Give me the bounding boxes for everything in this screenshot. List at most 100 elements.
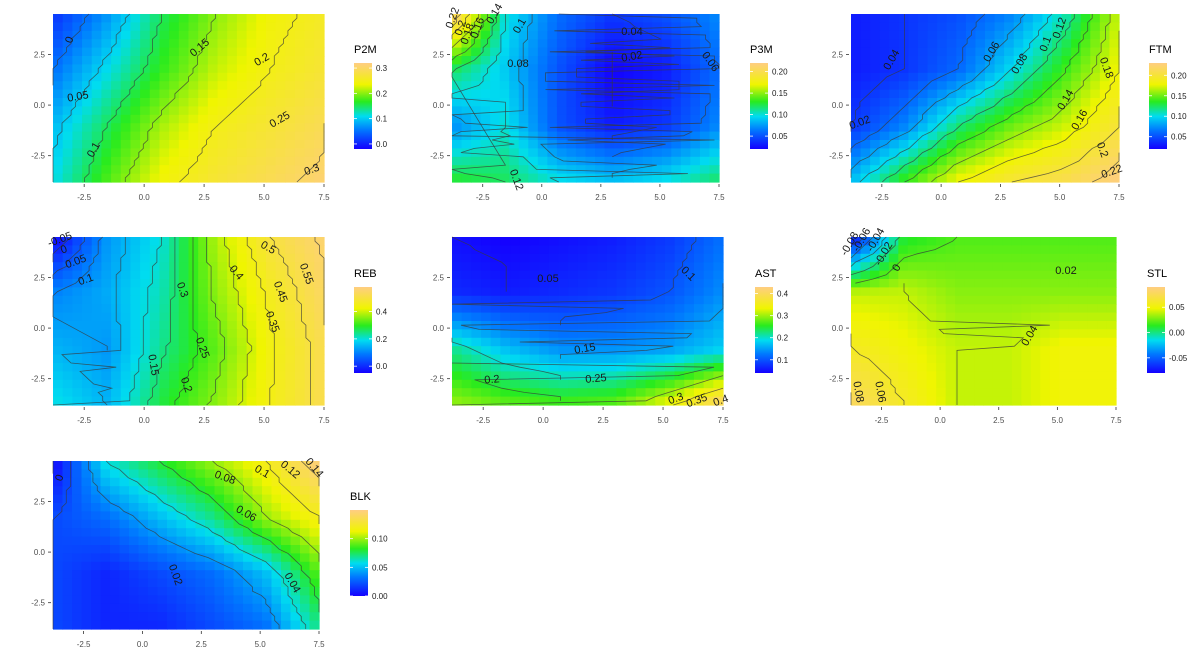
heatmap-cell: [956, 30, 967, 40]
heatmap-cell: [246, 321, 257, 330]
heatmap-cell: [314, 123, 325, 133]
heatmap-cell: [1002, 354, 1013, 364]
heatmap-cell: [285, 396, 296, 406]
heatmap-cell: [1059, 253, 1070, 263]
heatmap-cell: [870, 173, 881, 183]
heatmap-cell: [1042, 64, 1053, 74]
heatmap-cell: [159, 337, 170, 347]
heatmap-cell: [994, 148, 1005, 158]
heatmap-cell: [965, 39, 977, 49]
heatmap-cell: [300, 486, 311, 496]
heatmap-cell: [671, 148, 682, 158]
heatmap-cell: [860, 321, 871, 330]
heatmap-cell: [214, 519, 225, 529]
heatmap-cell: [236, 14, 248, 23]
heatmap-cell: [129, 587, 140, 596]
heatmap-cell: [91, 587, 102, 596]
heatmap-cell: [898, 22, 910, 32]
heatmap-cell: [965, 72, 977, 82]
heatmap-cell: [1021, 329, 1032, 339]
heatmap-cell: [214, 494, 225, 504]
heatmap-cell: [1109, 98, 1120, 107]
heatmap-cell: [53, 295, 64, 305]
heatmap-cell: [72, 620, 83, 630]
heatmap-cell: [519, 312, 531, 322]
heatmap-cell: [119, 578, 130, 588]
heatmap-cell: [130, 123, 141, 133]
heatmap-cell: [606, 270, 618, 280]
heatmap-cell: [606, 371, 618, 381]
heatmap-cell: [674, 253, 685, 263]
heatmap-cell: [664, 346, 676, 356]
heatmap-cell: [246, 56, 257, 65]
heatmap-cell: [214, 553, 225, 563]
heatmap-cell: [1090, 131, 1101, 141]
heatmap-cell: [271, 469, 282, 479]
heatmap-cell: [860, 148, 871, 158]
heatmap-cell: [509, 39, 520, 49]
heatmap-cell: [169, 262, 180, 272]
heatmap-cell: [490, 304, 501, 314]
heatmap-cell: [548, 304, 560, 314]
heatmap-cell: [111, 64, 122, 74]
heatmap-cell: [879, 22, 890, 32]
heatmap-cell: [898, 270, 909, 280]
heatmap-cell: [568, 363, 579, 372]
heatmap-cell: [256, 131, 267, 141]
heatmap-cell: [178, 14, 190, 23]
heatmap-cell: [1109, 22, 1120, 32]
heatmap-cell: [1013, 165, 1024, 175]
heatmap-cell: [709, 72, 720, 82]
heatmap-cell: [965, 98, 977, 107]
heatmap-cell: [1097, 312, 1108, 322]
heatmap-cell: [243, 545, 254, 554]
heatmap-cell: [499, 64, 510, 74]
heatmap-cell: [217, 14, 228, 23]
heatmap-cell: [461, 379, 472, 389]
heatmap-cell: [547, 140, 558, 149]
heatmap-cell: [1106, 363, 1117, 372]
heatmap-cell: [53, 245, 64, 255]
heatmap-cell: [111, 329, 122, 339]
heatmap-cell: [713, 371, 724, 381]
heatmap-cell: [262, 528, 273, 538]
heatmap-cell: [1030, 253, 1041, 263]
heatmap-cell: [680, 98, 691, 107]
heatmap-cell: [81, 519, 92, 529]
heatmap-cell: [642, 22, 653, 32]
heatmap-cell: [271, 553, 282, 563]
heatmap-cell: [256, 371, 267, 381]
x-tick-label: -2.5: [875, 416, 889, 425]
heatmap-cell: [992, 253, 1004, 263]
heatmap-cell: [879, 72, 890, 82]
heatmap-cell: [452, 388, 463, 398]
heatmap-cell: [983, 371, 994, 381]
heatmap-panel-3: 0.04 0.06 0.080.10.120.140.160.180.20.220.…: [829, 13, 1187, 202]
heatmap-cell: [294, 270, 306, 280]
heatmap-cell: [169, 148, 180, 158]
heatmap-cell: [1090, 14, 1101, 23]
heatmap-cell: [252, 612, 263, 622]
heatmap-cell: [256, 337, 267, 347]
heatmap-cell: [1068, 237, 1079, 246]
heatmap-cell: [870, 89, 881, 99]
heatmap-cell: [62, 148, 73, 158]
heatmap-cell: [898, 371, 909, 381]
heatmap-cell: [1078, 253, 1089, 263]
heatmap-cell: [169, 371, 180, 381]
heatmap-cell: [130, 304, 141, 314]
heatmap-cell: [72, 461, 83, 470]
heatmap-cell: [304, 346, 315, 356]
heatmap-cell: [713, 329, 724, 339]
heatmap-cell: [889, 173, 900, 183]
heatmap-cell: [480, 39, 491, 49]
heatmap-cell: [129, 486, 140, 496]
heatmap-cell: [53, 148, 64, 158]
heatmap-cell: [130, 131, 141, 141]
contour-line: [61, 237, 126, 406]
heatmap-cell: [101, 388, 112, 398]
heatmap-cell: [275, 245, 286, 255]
heatmap-cell: [965, 22, 977, 32]
heatmap-cell: [304, 106, 315, 116]
heatmap-cell: [246, 270, 257, 280]
